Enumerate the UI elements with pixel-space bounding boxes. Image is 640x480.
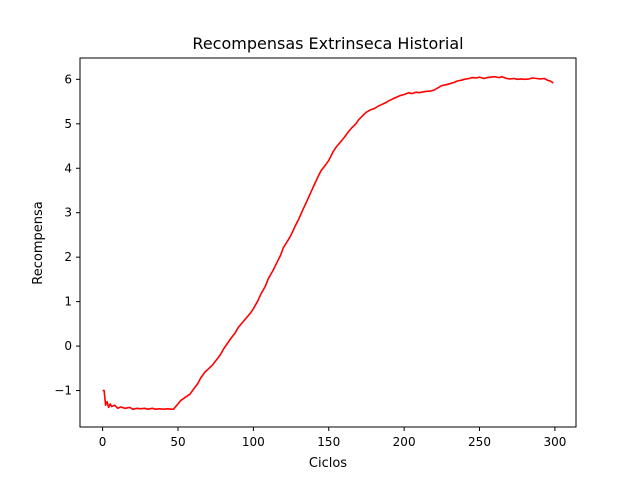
chart-title: Recompensas Extrinseca Historial <box>192 34 463 53</box>
y-tick-label: 3 <box>64 206 72 220</box>
y-tick-label: 5 <box>64 117 72 131</box>
series-line <box>102 75 554 411</box>
plot-layer <box>102 75 554 411</box>
x-tick-label: 250 <box>468 435 491 449</box>
y-tick-label: 1 <box>64 295 72 309</box>
x-tick-label: 100 <box>242 435 265 449</box>
y-tick-label: 0 <box>64 339 72 353</box>
x-tick-label: 50 <box>170 435 185 449</box>
y-axis-label: Recompensa <box>31 201 46 284</box>
y-tick-label: −1 <box>54 384 72 398</box>
x-tick-label: 0 <box>99 435 107 449</box>
x-tick-label: 300 <box>543 435 566 449</box>
axes-frame <box>79 57 577 428</box>
y-tick-label: 2 <box>64 250 72 264</box>
tick-layer: 0 50 100 150 200 250 300 −1 0 1 2 3 4 5 6 <box>54 72 566 449</box>
x-tick-label: 150 <box>317 435 340 449</box>
x-tick-label: 200 <box>393 435 416 449</box>
y-tick-label: 4 <box>64 161 72 175</box>
y-tick-label: 6 <box>64 72 72 86</box>
x-axis-label: Ciclos <box>309 456 347 471</box>
